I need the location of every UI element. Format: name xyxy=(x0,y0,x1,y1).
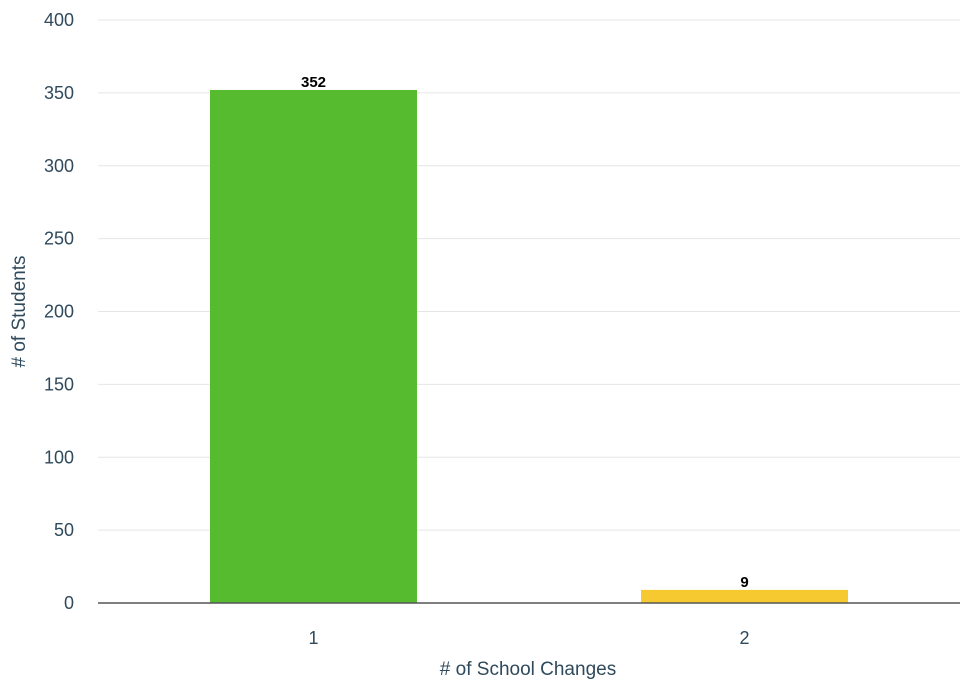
x-tick-label: 2 xyxy=(739,628,749,648)
y-tick-label: 50 xyxy=(54,520,74,540)
y-tick-label: 350 xyxy=(44,83,74,103)
y-axis-ticks: 0 50 100 150 200 250 300 350 400 xyxy=(44,10,74,613)
data-label: 352 xyxy=(301,74,326,91)
y-axis-title: # of Students xyxy=(9,256,30,368)
y-tick-label: 400 xyxy=(44,10,74,30)
y-tick-label: 300 xyxy=(44,156,74,176)
y-tick-label: 250 xyxy=(44,229,74,249)
x-tick-label: 1 xyxy=(308,628,318,648)
data-labels: 352 9 xyxy=(301,74,749,591)
y-tick-label: 0 xyxy=(64,593,74,613)
bars xyxy=(210,89,848,603)
data-label: 9 xyxy=(740,574,748,591)
y-tick-label: 150 xyxy=(44,374,74,394)
y-tick-label: 100 xyxy=(44,447,74,467)
y-tick-label: 200 xyxy=(44,302,74,322)
bar xyxy=(210,89,417,603)
bar xyxy=(641,589,848,603)
x-axis-title: # of School Changes xyxy=(440,659,616,680)
